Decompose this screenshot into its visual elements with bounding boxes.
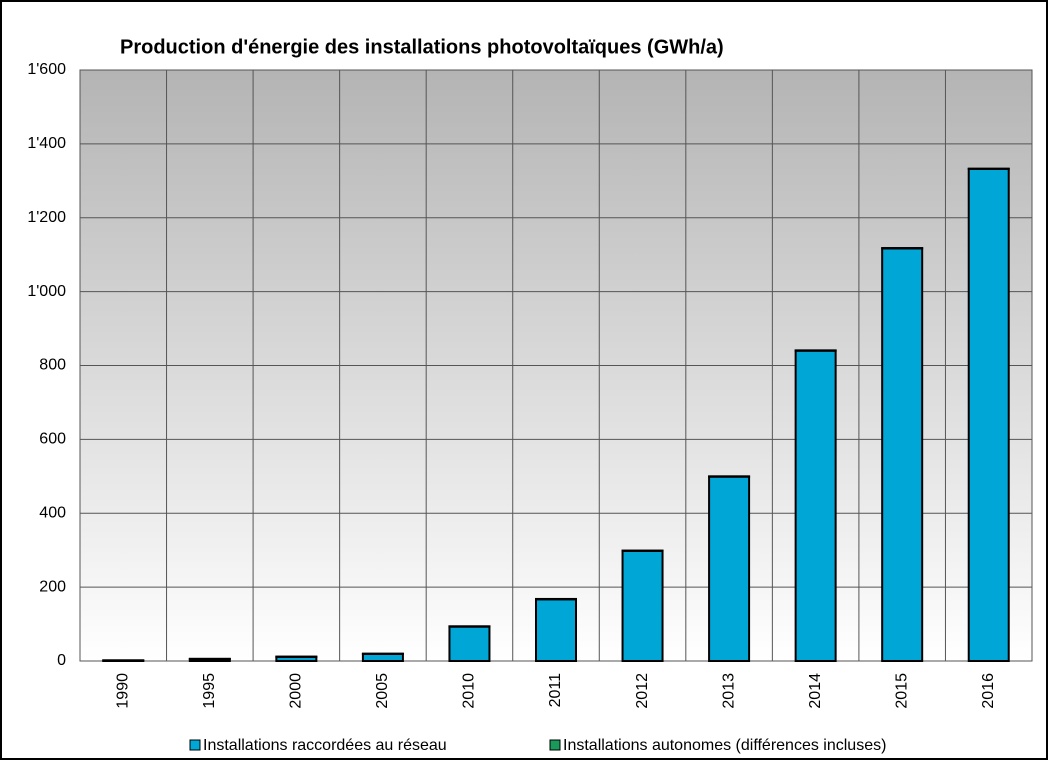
x-tick-label: 2010 [461,673,478,709]
x-tick-label: 2015 [893,673,910,709]
y-tick-label: 200 [39,578,66,595]
x-tick-label: 2000 [288,673,305,709]
x-tick-label: 2011 [547,673,564,708]
bar [881,247,924,663]
bar [967,167,1010,662]
legend-label: Installations raccordées au réseau [203,737,447,754]
x-tick-label: 2013 [720,673,737,709]
y-tick-label: 800 [39,357,66,374]
chart-title: Production d'énergie des installations p… [120,36,724,58]
legend-swatch [549,739,561,751]
x-tick-label: 2016 [980,673,997,709]
x-tick-label: 1995 [201,673,218,709]
y-tick-label: 1'600 [27,61,66,78]
y-tick-label: 1'200 [27,209,66,226]
y-tick-label: 1'400 [27,135,66,152]
y-tick-label: 1'000 [27,283,66,300]
bar [535,598,577,663]
legend-swatch [189,739,201,751]
x-tick-label: 2012 [634,673,651,709]
y-tick-label: 400 [39,504,66,521]
y-tick-label: 600 [39,431,66,448]
legend-label: Installations autonomes (différences inc… [563,737,886,754]
x-tick-label: 2014 [807,673,824,709]
bar [708,475,751,663]
x-tick-label: 1990 [114,673,131,709]
bar [621,549,664,663]
x-tick-label: 2005 [374,673,391,709]
y-tick-label: 0 [57,652,66,669]
bar [794,349,837,662]
bar [448,625,491,663]
bar [361,652,404,662]
